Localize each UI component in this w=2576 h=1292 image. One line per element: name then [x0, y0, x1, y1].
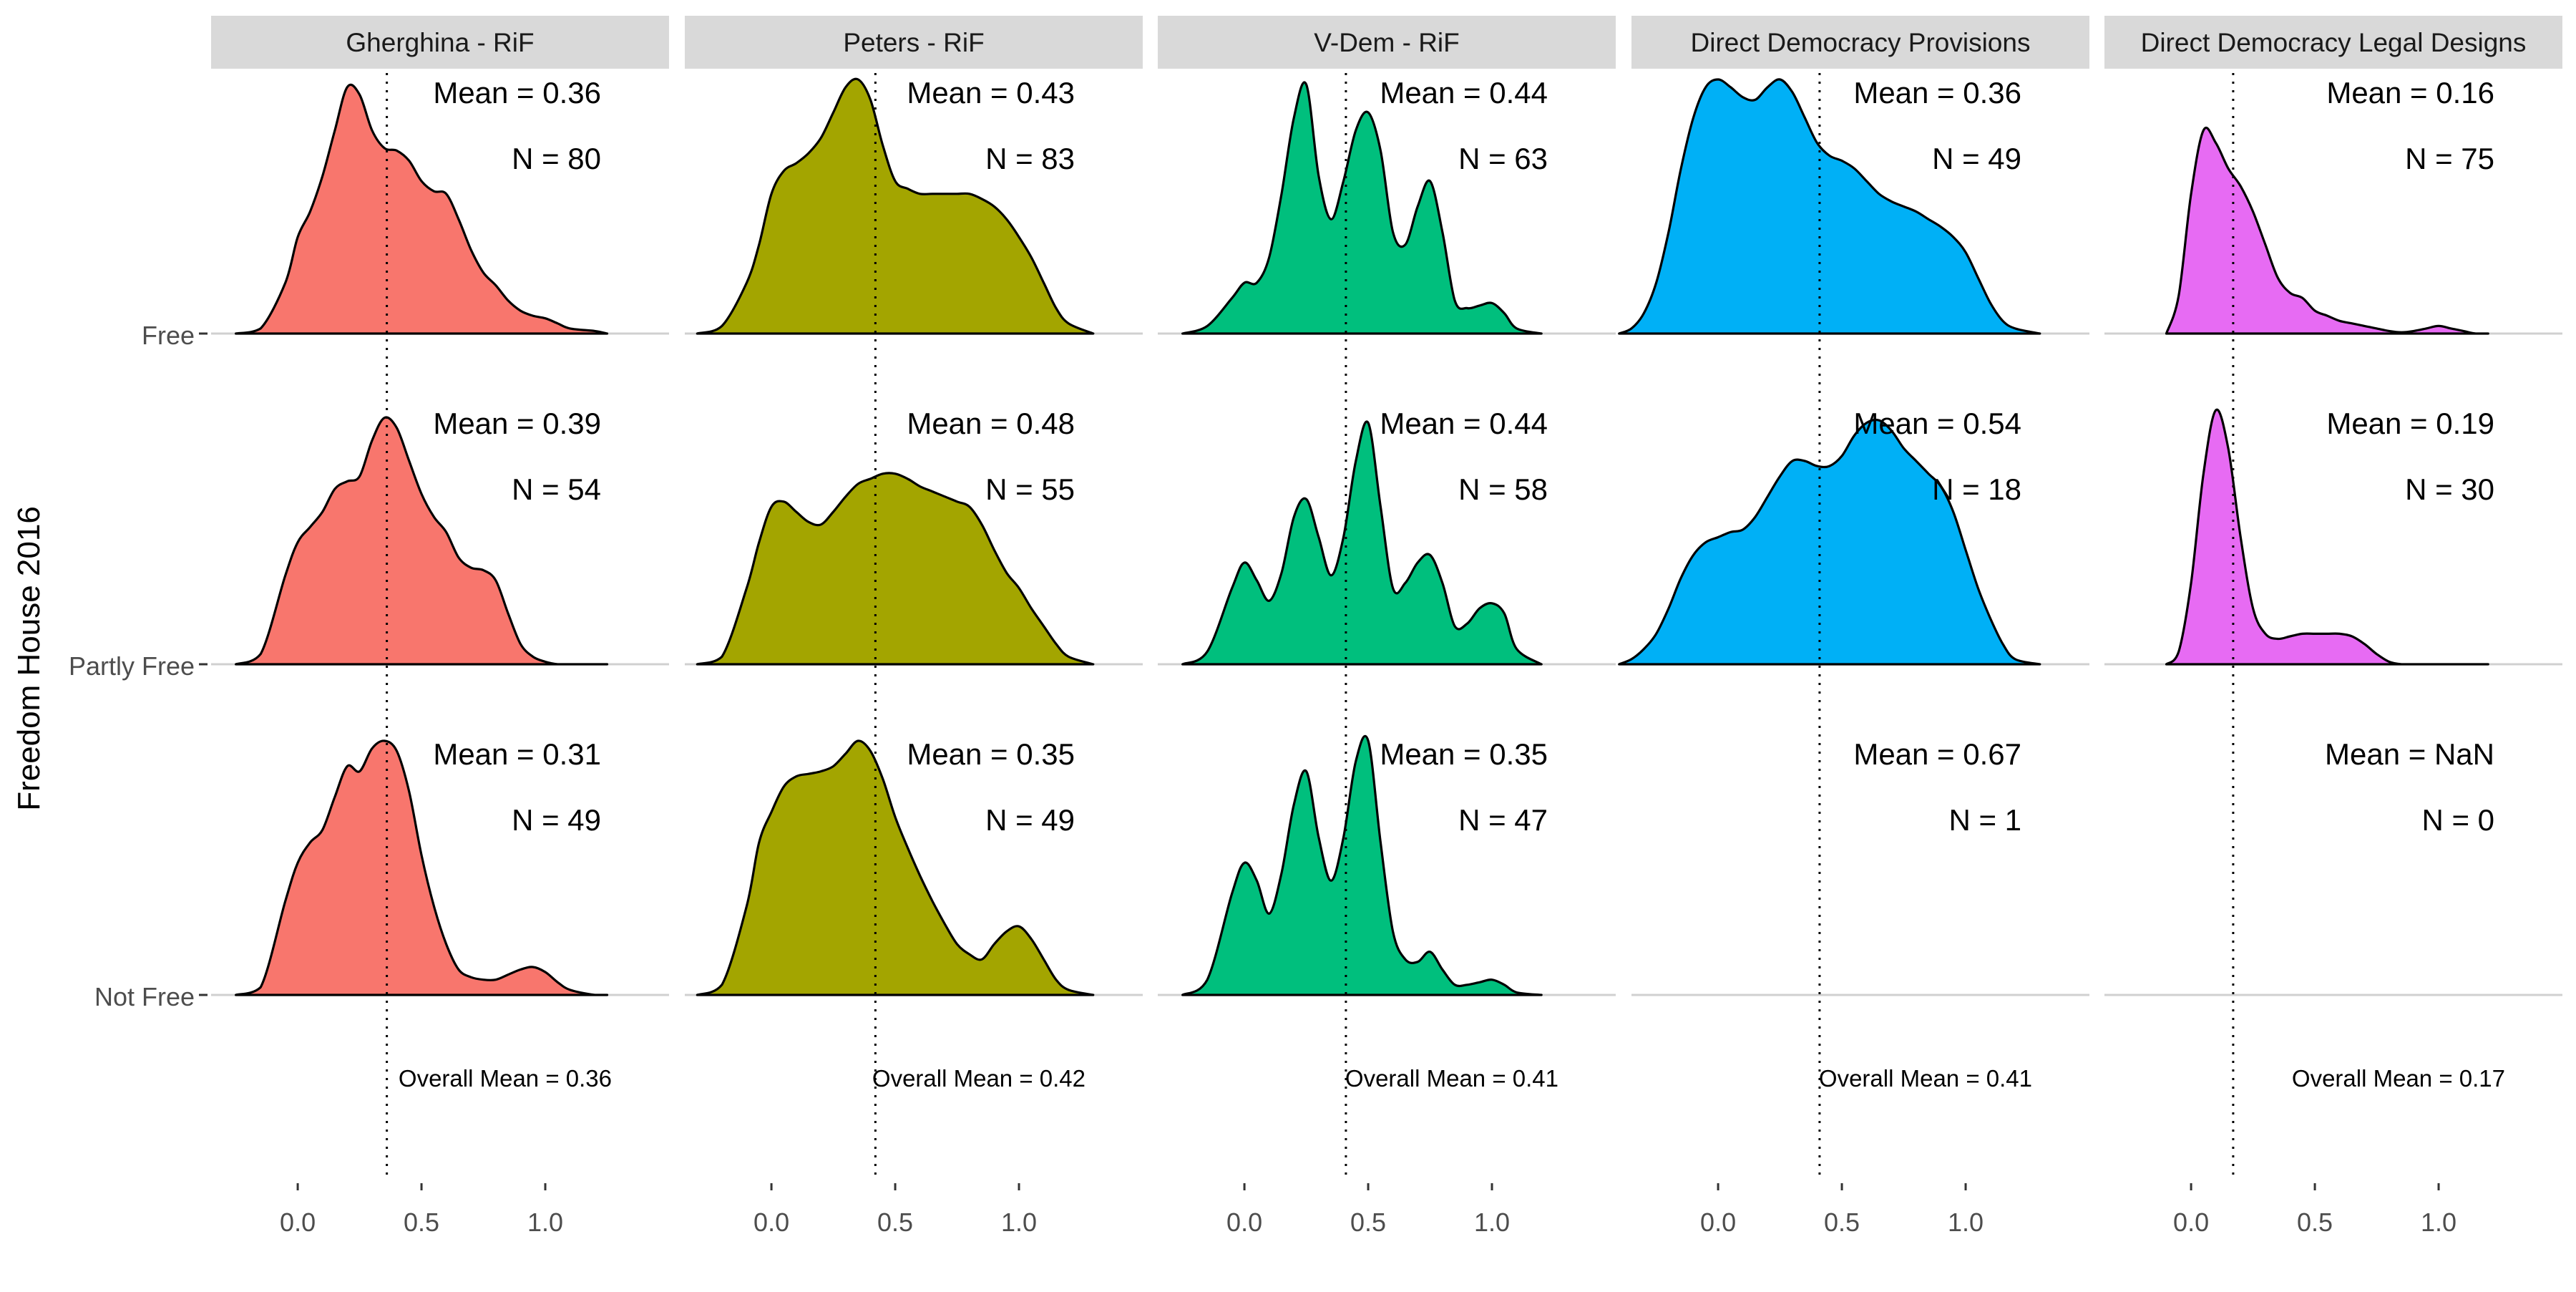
mean-label: Mean = NaN	[2325, 737, 2494, 771]
row-label-partly-free: Partly Free	[69, 651, 195, 681]
mean-label: Mean = 0.36	[433, 76, 601, 110]
x-tick-label: 0.0	[1700, 1208, 1736, 1237]
panel-title: V-Dem - RiF	[1314, 28, 1460, 57]
n-label: N = 55	[985, 472, 1075, 506]
panel: Direct Democracy Provisions Mean = 0.36 N …	[1618, 16, 2089, 1237]
mean-label: Mean = 0.35	[1380, 737, 1548, 771]
overall-mean-label: Overall Mean = 0.42	[872, 1065, 1085, 1092]
n-label: N = 75	[2405, 142, 2494, 175]
density-ridge	[235, 83, 609, 335]
y-axis-title: Freedom House 2016	[11, 506, 47, 811]
x-tick-label: 1.0	[1948, 1208, 1984, 1237]
density-ridge	[235, 416, 609, 666]
mean-label: Mean = 0.35	[907, 737, 1075, 771]
density-ridge	[1181, 420, 1543, 666]
mean-label: Mean = 0.54	[1853, 407, 2021, 440]
panel: Gherghina - RiF Mean = 0.36 N = 80 Mean = 0…	[211, 16, 669, 1237]
density-ridge	[2165, 408, 2489, 666]
mean-label: Mean = 0.44	[1380, 76, 1548, 110]
density-ridge	[1181, 734, 1543, 996]
n-label: N = 80	[512, 142, 601, 175]
n-label: N = 0	[2421, 803, 2494, 837]
panel: V-Dem - RiF Mean = 0.44 N = 63 Mean = 0.44 N…	[1158, 16, 1616, 1237]
mean-label: Mean = 0.39	[433, 407, 601, 440]
overall-mean-label: Overall Mean = 0.41	[1345, 1065, 1558, 1092]
panels: Gherghina - RiF Mean = 0.36 N = 80 Mean = 0…	[211, 16, 2562, 1237]
overall-mean-label: Overall Mean = 0.36	[399, 1065, 612, 1092]
n-label: N = 47	[1458, 803, 1548, 837]
mean-label: Mean = 0.19	[2326, 407, 2494, 440]
density-ridge	[1618, 78, 2041, 335]
overall-mean-label: Overall Mean = 0.41	[1819, 1065, 2032, 1092]
mean-label: Mean = 0.67	[1853, 737, 2021, 771]
n-label: N = 30	[2405, 472, 2494, 506]
x-tick-label: 0.5	[404, 1208, 439, 1237]
panel-title: Gherghina - RiF	[346, 28, 534, 57]
overall-mean-label: Overall Mean = 0.17	[2292, 1065, 2505, 1092]
x-tick-label: 0.5	[877, 1208, 913, 1237]
row-label-free: Free	[142, 321, 195, 350]
panel-strip	[1158, 16, 1616, 69]
density-ridge	[696, 472, 1095, 666]
n-label: N = 18	[1932, 472, 2021, 506]
row-label-not-free: Not Free	[94, 982, 195, 1011]
n-label: N = 58	[1458, 472, 1548, 506]
x-tick-label: 1.0	[527, 1208, 563, 1237]
panel-strip	[685, 16, 1143, 69]
x-tick-label: 1.0	[1001, 1208, 1037, 1237]
mean-label: Mean = 0.43	[907, 76, 1075, 110]
x-tick-label: 1.0	[1474, 1208, 1510, 1237]
x-tick-label: 0.0	[1226, 1208, 1262, 1237]
row-labels: Free Partly Free Not Free	[69, 321, 208, 1011]
x-tick-label: 0.5	[2297, 1208, 2333, 1237]
x-tick-label: 1.0	[2421, 1208, 2457, 1237]
mean-label: Mean = 0.44	[1380, 407, 1548, 440]
n-label: N = 63	[1458, 142, 1548, 175]
panel: Peters - RiF Mean = 0.43 N = 83 Mean = 0.48…	[685, 16, 1143, 1237]
density-ridge	[1181, 81, 1543, 335]
n-label: N = 49	[1932, 142, 2021, 175]
x-tick-label: 0.0	[280, 1208, 316, 1237]
mean-label: Mean = 0.48	[907, 407, 1075, 440]
x-tick-label: 0.0	[2173, 1208, 2209, 1237]
panel-strip	[1631, 16, 2089, 69]
x-tick-label: 0.0	[753, 1208, 789, 1237]
n-label: N = 49	[985, 803, 1075, 837]
x-tick-label: 0.5	[1350, 1208, 1386, 1237]
x-tick-label: 0.5	[1824, 1208, 1860, 1237]
density-ridge	[2165, 126, 2489, 335]
density-ridge	[235, 739, 609, 996]
panel-strip	[2104, 16, 2562, 69]
panel-title: Peters - RiF	[843, 28, 984, 57]
panel-strip	[211, 16, 669, 69]
n-label: N = 1	[1948, 803, 2021, 837]
n-label: N = 83	[985, 142, 1075, 175]
n-label: N = 54	[512, 472, 601, 506]
density-ridge	[696, 77, 1095, 335]
mean-label: Mean = 0.36	[1853, 76, 2021, 110]
panel-title: Direct Democracy Provisions	[1691, 28, 2031, 57]
density-ridge	[1618, 418, 2041, 666]
mean-label: Mean = 0.31	[433, 737, 601, 771]
panel: Direct Democracy Legal Designs Mean = 0.1…	[2104, 16, 2562, 1237]
panel-title: Direct Democracy Legal Designs	[2141, 28, 2527, 57]
n-label: N = 49	[512, 803, 601, 837]
mean-label: Mean = 0.16	[2326, 76, 2494, 110]
density-ridge	[696, 739, 1095, 996]
